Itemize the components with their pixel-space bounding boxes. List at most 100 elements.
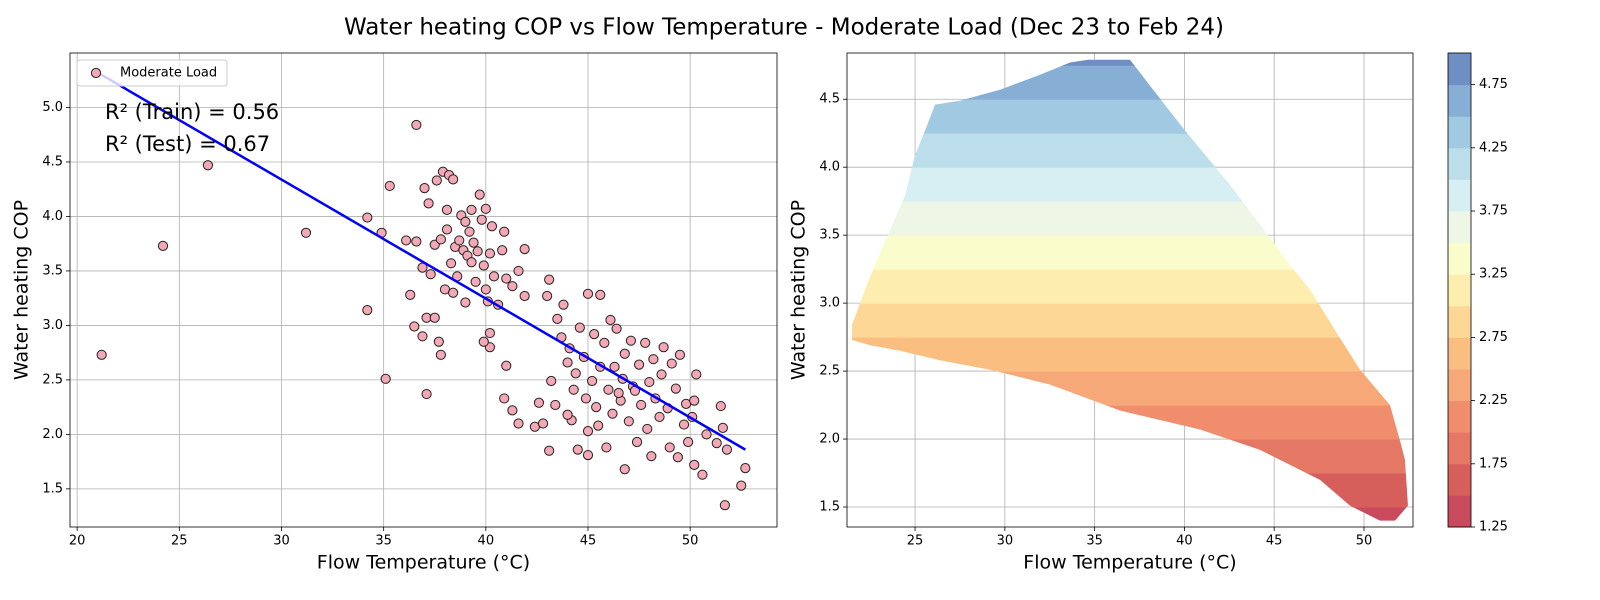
scatter-point xyxy=(425,269,436,280)
contour-band xyxy=(852,507,1408,521)
scatter-point xyxy=(431,175,442,186)
scatter-point xyxy=(476,214,487,225)
scatter-point xyxy=(619,348,630,359)
scatter-point xyxy=(537,418,549,429)
scatter-point xyxy=(466,204,477,216)
scatter-point xyxy=(513,265,524,277)
scatter-point xyxy=(609,361,620,372)
scatter-point xyxy=(580,393,592,404)
y-tick-label: 5.0 xyxy=(42,100,63,115)
colorbar-band xyxy=(1448,242,1471,275)
scatter-point xyxy=(654,411,665,423)
y-tick-label: 2.5 xyxy=(42,372,63,387)
contour-band xyxy=(852,337,1408,372)
contour-band xyxy=(852,133,1408,168)
scatter-point xyxy=(484,248,496,259)
colorbar-band xyxy=(1448,463,1471,496)
y-tick-label: 2.0 xyxy=(42,427,63,442)
scatter-point xyxy=(593,420,604,431)
scatter-point xyxy=(613,387,624,399)
scatter-point xyxy=(474,189,485,200)
colorbar-band xyxy=(1448,337,1471,370)
scatter-point xyxy=(672,452,683,463)
scatter-point xyxy=(611,323,622,334)
scatter-point xyxy=(550,399,561,411)
x-tick-label: 30 xyxy=(997,534,1014,549)
colorbar-band xyxy=(1448,274,1471,307)
y-tick-label: 2.0 xyxy=(819,432,840,447)
colorbar-band xyxy=(1448,495,1471,528)
x-axis-label: Flow Temperature (°C) xyxy=(317,552,530,574)
contour-band xyxy=(852,303,1408,338)
scatter-point xyxy=(574,322,585,333)
scatter-point xyxy=(633,359,645,370)
y-tick-label: 1.5 xyxy=(819,500,840,515)
colorbar-tick-label: 1.25 xyxy=(1479,520,1508,535)
scatter-point xyxy=(423,198,434,209)
y-tick-label: 3.0 xyxy=(819,296,840,311)
contour-band xyxy=(852,235,1408,270)
scatter-point xyxy=(586,375,598,387)
axes-frame xyxy=(69,52,778,528)
scatter-point xyxy=(202,160,214,171)
y-tick-label: 3.5 xyxy=(819,228,840,243)
scatter-point xyxy=(384,180,395,192)
scatter-point xyxy=(568,384,579,395)
scatter-point xyxy=(701,429,712,440)
scatter-point xyxy=(697,469,708,480)
scatter-point xyxy=(96,349,107,360)
colorbar-band xyxy=(1448,369,1471,402)
scatter-point xyxy=(605,314,616,326)
scatter-point xyxy=(445,258,457,269)
scatter-point xyxy=(740,463,751,474)
scatter-point xyxy=(648,354,659,365)
x-tick-label: 50 xyxy=(682,534,699,549)
scatter-point xyxy=(441,204,453,216)
x-tick-label: 30 xyxy=(273,534,290,549)
scatter-point xyxy=(429,312,440,323)
scatter-point xyxy=(683,436,694,448)
x-tick-label: 35 xyxy=(375,534,392,549)
scatter-point xyxy=(582,288,594,299)
scatter-point xyxy=(411,119,422,131)
scatter-point xyxy=(480,284,491,295)
contour-band xyxy=(852,201,1408,236)
scatter-point xyxy=(591,402,602,413)
scatter-point xyxy=(640,337,651,348)
scatter-point xyxy=(300,227,312,238)
scatter-point xyxy=(619,464,630,475)
scatter-point xyxy=(658,342,669,353)
contour-band xyxy=(852,439,1408,474)
scatter-point xyxy=(513,418,524,429)
x-tick-label: 35 xyxy=(1086,534,1103,549)
scatter-point xyxy=(405,289,416,301)
colorbar-tick-label: 3.25 xyxy=(1479,267,1508,282)
x-tick-label: 45 xyxy=(580,534,597,549)
scatter-point xyxy=(542,290,553,302)
y-tick-label: 4.5 xyxy=(42,154,63,169)
scatter-point xyxy=(603,384,614,395)
scatter-point xyxy=(468,237,479,248)
scatter-point xyxy=(678,419,690,430)
chart-title: Water heating COP vs Flow Temperature - … xyxy=(344,15,1224,41)
scatter-point xyxy=(582,449,594,461)
contour-band xyxy=(852,269,1408,304)
scatter-point xyxy=(546,375,557,387)
x-tick-label: 40 xyxy=(1176,534,1193,549)
scatter-point xyxy=(691,369,702,380)
scatter-point xyxy=(664,442,675,453)
scatter-point xyxy=(507,281,518,292)
scatter-point xyxy=(719,500,730,511)
scatter-point xyxy=(464,226,475,237)
scatter-point xyxy=(486,221,498,232)
colorbar-band xyxy=(1448,116,1471,149)
scatter-point xyxy=(417,331,428,342)
scatter-point xyxy=(631,436,643,448)
scatter-point xyxy=(441,224,453,235)
legend-box xyxy=(76,59,228,87)
scatter-point xyxy=(721,444,733,455)
y-axis-label: Water heating COP xyxy=(788,200,810,380)
legend-label: Moderate Load xyxy=(120,66,217,81)
contour-fill xyxy=(852,59,1408,521)
scatter-point xyxy=(401,235,412,246)
